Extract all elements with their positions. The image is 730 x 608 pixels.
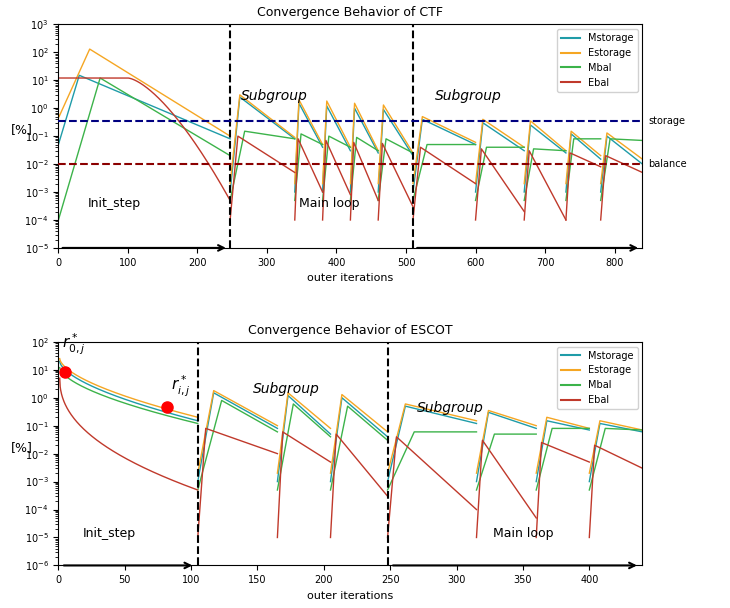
Text: Subgroup: Subgroup — [417, 401, 483, 415]
Text: Subgroup: Subgroup — [253, 382, 320, 396]
Legend: Mstorage, Estorage, Mbal, Ebal: Mstorage, Estorage, Mbal, Ebal — [557, 347, 637, 409]
Text: $r^*_{i,j}$: $r^*_{i,j}$ — [172, 374, 191, 399]
Text: Init_step: Init_step — [82, 528, 135, 541]
Text: storage: storage — [648, 116, 685, 126]
Legend: Mstorage, Estorage, Mbal, Ebal: Mstorage, Estorage, Mbal, Ebal — [557, 29, 637, 92]
Text: Main loop: Main loop — [493, 528, 553, 541]
Title: Convergence Behavior of CTF: Convergence Behavior of CTF — [258, 6, 443, 19]
Y-axis label: [%]: [%] — [11, 123, 33, 136]
Text: $r^*_{0,j}$: $r^*_{0,j}$ — [62, 332, 86, 358]
Text: Subgroup: Subgroup — [241, 89, 307, 103]
Text: Subgroup: Subgroup — [435, 89, 502, 103]
Text: balance: balance — [648, 159, 687, 169]
X-axis label: outer iterations: outer iterations — [307, 591, 393, 601]
Text: Init_step: Init_step — [88, 196, 141, 210]
Text: Main loop: Main loop — [299, 196, 360, 210]
Y-axis label: [%]: [%] — [11, 441, 33, 454]
X-axis label: outer iterations: outer iterations — [307, 273, 393, 283]
Title: Convergence Behavior of ESCOT: Convergence Behavior of ESCOT — [248, 323, 453, 336]
